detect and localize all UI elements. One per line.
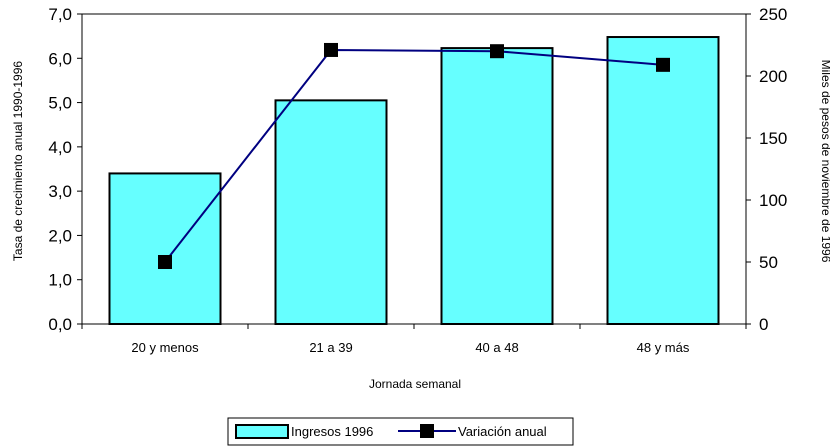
y-tick-label-right: 250 [759,5,787,24]
legend-label-bar: Ingresos 1996 [291,424,373,439]
y-tick-label-right: 100 [759,191,787,210]
line-point [324,42,338,57]
x-tick-label: 48 y más [637,340,690,355]
y-tick-label-left: 7,0 [48,5,72,24]
y-tick-label-left: 0,0 [48,315,72,334]
y-tick-label-left: 3,0 [48,182,72,201]
legend-marker [420,424,434,438]
y-axis-left: 0,0 1,0 2,0 3,0 4,0 5,0 6,0 7,0 [48,5,83,334]
bars [108,36,720,326]
bar [108,172,222,325]
line-path [164,48,664,263]
legend-swatch-bar [235,424,289,439]
y-axis-right-title: Miles de pesos de noviembre de 1996 [819,60,830,263]
legend: Ingresos 1996 Variación anual [227,417,574,446]
x-axis-title: Jornada semanal [369,377,461,391]
y-axis-right: 0 50 100 150 200 250 [745,5,787,334]
y-tick-label-right: 0 [759,315,768,334]
y-tick-label-left: 6,0 [48,49,72,68]
line-series [158,42,670,269]
x-tick-label: 21 a 39 [309,340,352,355]
line-point [656,57,670,72]
y-tick-label-left: 1,0 [48,271,72,290]
bar [606,36,720,326]
line-point [158,255,172,269]
y-tick-label-left: 5,0 [48,94,72,113]
bar [274,99,388,325]
x-axis: 20 y menos 21 a 39 40 a 48 48 y más [81,323,747,355]
y-tick-label-left: 4,0 [48,138,72,157]
y-tick-label-left: 2,0 [48,226,72,245]
y-tick-label-right: 50 [759,253,778,272]
y-tick-label-right: 200 [759,67,787,86]
y-axis-left-title: Tasa de crecimiento anual 1990-1996 [11,61,25,261]
legend-label-line: Variación anual [458,424,547,439]
bar [440,47,554,325]
x-tick-label: 40 a 48 [475,340,518,355]
x-tick-label: 20 y menos [131,340,199,355]
y-tick-label-right: 150 [759,129,787,148]
line-point [490,44,504,59]
